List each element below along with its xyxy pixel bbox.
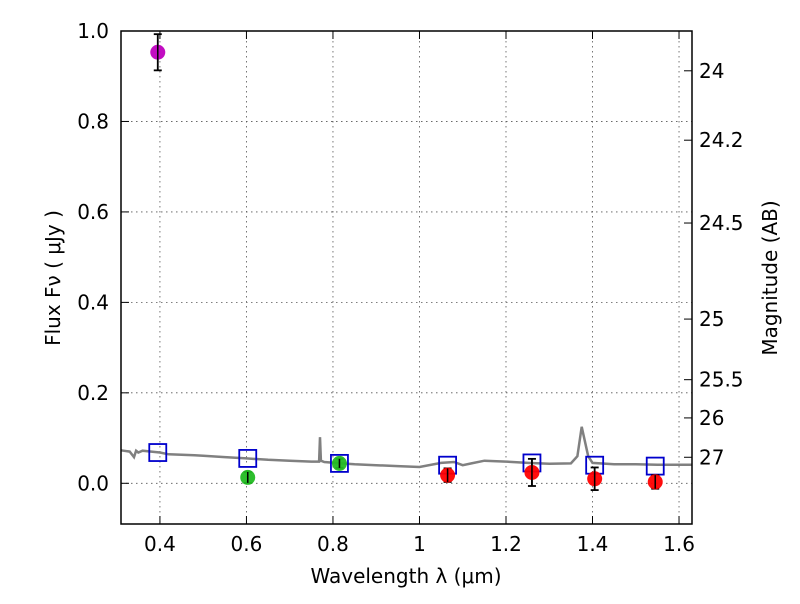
y-tick-label: 0.6 xyxy=(77,200,109,224)
magnitude-tick-label: 25.5 xyxy=(699,368,744,392)
magnitude-tick-label: 24 xyxy=(699,59,724,83)
magnitude-axis-ticks: 24 24.2 24.5 25 25.5 26 27 xyxy=(684,59,744,469)
model-flux-box xyxy=(148,443,168,462)
magnitude-tick-label: 26 xyxy=(699,406,724,430)
magnitude-tick-label: 25 xyxy=(699,307,724,331)
x-tick-label: 0.4 xyxy=(144,532,176,556)
magnitude-tick-label: 27 xyxy=(699,445,724,469)
model-photometry-boxes xyxy=(148,443,665,476)
observed-photometry-points xyxy=(150,34,663,491)
y-tick-label: 0.4 xyxy=(77,290,109,314)
model-flux-box xyxy=(330,453,349,473)
y-tick-label: 0.0 xyxy=(77,471,109,495)
x-tick-label: 0.8 xyxy=(317,532,349,556)
model-spectrum-line xyxy=(120,426,692,469)
x-tick-label: 0.6 xyxy=(231,532,263,556)
error-bars xyxy=(153,33,660,491)
spectrum-layer xyxy=(120,426,692,469)
magnitude-axis-title: Magnitude (AB) xyxy=(758,200,782,355)
magnitude-tick-label: 24.5 xyxy=(699,211,744,235)
y-axis-ticks: 0.0 0.2 0.4 0.6 0.8 1.0 xyxy=(77,19,129,495)
x-tick-label: 1 xyxy=(413,532,426,556)
x-tick-label: 1.2 xyxy=(490,532,522,556)
y-tick-label: 0.8 xyxy=(77,109,109,133)
model-flux-box xyxy=(238,449,258,468)
model-flux-box xyxy=(645,456,665,476)
x-tick-label: 1.4 xyxy=(577,532,609,556)
y-tick-label: 0.2 xyxy=(77,381,109,405)
x-tick-label: 1.6 xyxy=(663,532,695,556)
x-axis-title: Wavelength λ (μm) xyxy=(310,564,501,588)
plot-frame xyxy=(120,30,693,525)
x-axis-ticks: 0.4 0.6 0.8 1 1.2 1.4 1.6 xyxy=(144,31,695,556)
y-axis-title: Flux Fν ( μJy ) xyxy=(41,210,65,346)
y-tick-label: 1.0 xyxy=(77,19,109,43)
grid-lines xyxy=(121,30,692,524)
magnitude-tick-label: 24.2 xyxy=(699,128,744,152)
